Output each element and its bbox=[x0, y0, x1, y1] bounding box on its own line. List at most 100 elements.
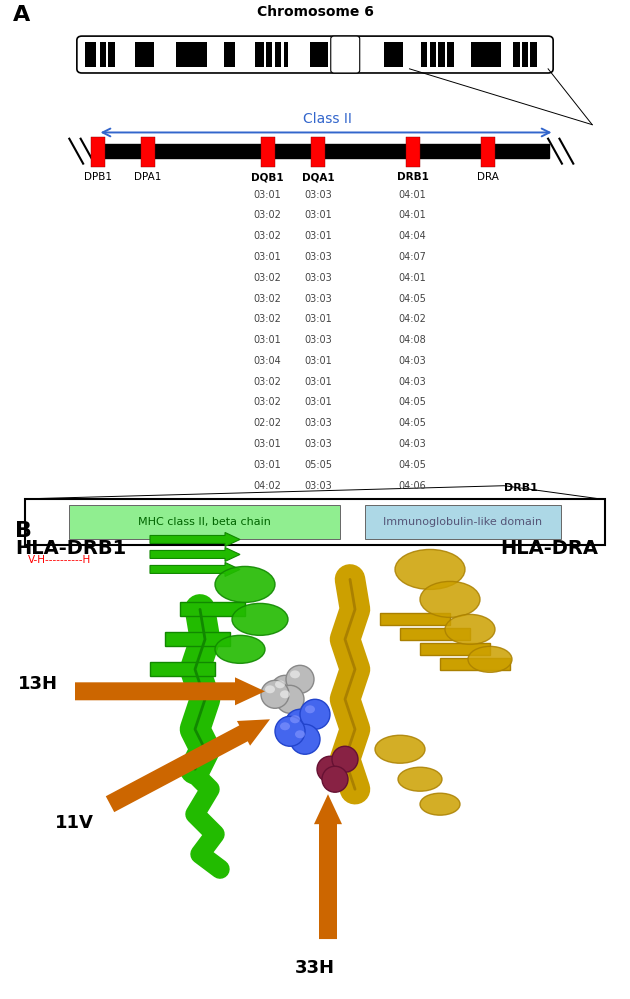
Text: 03:01: 03:01 bbox=[304, 356, 332, 366]
Ellipse shape bbox=[290, 715, 300, 723]
Text: DRB1: DRB1 bbox=[397, 173, 428, 183]
Text: DPA1: DPA1 bbox=[134, 173, 162, 183]
Bar bbox=[380, 613, 450, 625]
Text: 04:02: 04:02 bbox=[254, 481, 282, 491]
Ellipse shape bbox=[285, 709, 315, 739]
Bar bbox=[311, 137, 325, 167]
Bar bbox=[481, 137, 495, 167]
Bar bbox=[321, 42, 328, 67]
Ellipse shape bbox=[275, 680, 285, 688]
Bar bbox=[85, 42, 96, 67]
Bar bbox=[522, 42, 528, 67]
Ellipse shape bbox=[322, 766, 348, 792]
Text: DRB1: DRB1 bbox=[504, 484, 538, 494]
Text: 03:02: 03:02 bbox=[254, 377, 282, 387]
Text: 04:04: 04:04 bbox=[399, 231, 427, 241]
Bar bbox=[255, 42, 264, 67]
Ellipse shape bbox=[395, 549, 465, 589]
Text: 03:01: 03:01 bbox=[254, 252, 282, 262]
Bar bbox=[266, 42, 272, 67]
Text: 02:02: 02:02 bbox=[254, 419, 282, 429]
Bar bbox=[420, 643, 490, 655]
Bar bbox=[25, 499, 605, 545]
Text: 04:02: 04:02 bbox=[399, 315, 427, 325]
Bar bbox=[165, 632, 230, 646]
Ellipse shape bbox=[276, 685, 304, 713]
Ellipse shape bbox=[375, 735, 425, 763]
FancyArrow shape bbox=[106, 719, 270, 812]
Text: 03:02: 03:02 bbox=[254, 211, 282, 221]
FancyArrow shape bbox=[314, 794, 342, 939]
Text: 11V: 11V bbox=[55, 814, 94, 832]
Ellipse shape bbox=[468, 646, 512, 672]
Text: 04:06: 04:06 bbox=[399, 481, 427, 491]
Ellipse shape bbox=[317, 756, 343, 782]
Text: 03:01: 03:01 bbox=[254, 439, 282, 449]
Bar bbox=[438, 42, 445, 67]
Ellipse shape bbox=[275, 716, 305, 746]
Text: DQB1: DQB1 bbox=[251, 173, 284, 183]
Bar bbox=[430, 42, 436, 67]
Bar bbox=[406, 137, 420, 167]
Ellipse shape bbox=[265, 685, 275, 693]
Text: 03:02: 03:02 bbox=[254, 273, 282, 283]
Text: Class II: Class II bbox=[303, 112, 352, 126]
Text: MHC class II, beta chain: MHC class II, beta chain bbox=[139, 517, 271, 527]
Ellipse shape bbox=[445, 614, 495, 644]
Ellipse shape bbox=[261, 680, 289, 708]
Text: 03:03: 03:03 bbox=[304, 439, 332, 449]
Text: 03:03: 03:03 bbox=[304, 190, 332, 200]
Ellipse shape bbox=[215, 635, 265, 663]
Ellipse shape bbox=[290, 724, 320, 754]
Text: 03:02: 03:02 bbox=[254, 315, 282, 325]
Bar bbox=[384, 42, 403, 67]
FancyArrow shape bbox=[150, 547, 240, 561]
Bar bbox=[284, 42, 288, 67]
Text: V-H----------H: V-H----------H bbox=[28, 554, 91, 564]
Text: 04:05: 04:05 bbox=[399, 419, 427, 429]
Text: 03:01: 03:01 bbox=[304, 377, 332, 387]
Bar bbox=[141, 137, 155, 167]
Bar bbox=[365, 504, 561, 539]
Text: 03:03: 03:03 bbox=[304, 419, 332, 429]
Bar bbox=[440, 658, 510, 670]
Ellipse shape bbox=[305, 705, 315, 713]
Bar bbox=[69, 504, 340, 539]
Text: 03:01: 03:01 bbox=[304, 231, 332, 241]
Text: 03:02: 03:02 bbox=[254, 231, 282, 241]
Ellipse shape bbox=[280, 690, 290, 698]
Bar bbox=[176, 42, 207, 67]
Bar bbox=[471, 42, 501, 67]
Text: HLA-DRB1: HLA-DRB1 bbox=[15, 539, 126, 558]
Text: 03:02: 03:02 bbox=[254, 398, 282, 408]
Bar bbox=[513, 42, 520, 67]
FancyBboxPatch shape bbox=[77, 36, 553, 73]
Text: 04:01: 04:01 bbox=[399, 211, 427, 221]
Text: 04:08: 04:08 bbox=[399, 335, 427, 345]
Text: 03:01: 03:01 bbox=[254, 335, 282, 345]
Text: 03:03: 03:03 bbox=[304, 252, 332, 262]
Text: 04:05: 04:05 bbox=[399, 460, 427, 470]
FancyBboxPatch shape bbox=[331, 36, 360, 73]
Ellipse shape bbox=[420, 793, 460, 815]
Text: 03:03: 03:03 bbox=[304, 481, 332, 491]
Text: 03:03: 03:03 bbox=[304, 335, 332, 345]
Text: 04:03: 04:03 bbox=[399, 377, 427, 387]
Text: A: A bbox=[13, 5, 30, 25]
Text: 03:01: 03:01 bbox=[254, 460, 282, 470]
Bar bbox=[180, 602, 245, 616]
Ellipse shape bbox=[286, 665, 314, 693]
Ellipse shape bbox=[300, 699, 330, 729]
Bar bbox=[261, 137, 275, 167]
FancyArrow shape bbox=[75, 677, 265, 705]
Bar bbox=[275, 42, 281, 67]
FancyArrow shape bbox=[150, 562, 240, 576]
Bar bbox=[108, 42, 115, 67]
Ellipse shape bbox=[398, 767, 442, 791]
Ellipse shape bbox=[232, 603, 288, 635]
Text: DPB1: DPB1 bbox=[84, 173, 112, 183]
Text: DRA: DRA bbox=[478, 173, 499, 183]
Text: Immunoglobulin-like domain: Immunoglobulin-like domain bbox=[384, 517, 542, 527]
Bar bbox=[91, 137, 105, 167]
Bar bbox=[150, 662, 215, 676]
